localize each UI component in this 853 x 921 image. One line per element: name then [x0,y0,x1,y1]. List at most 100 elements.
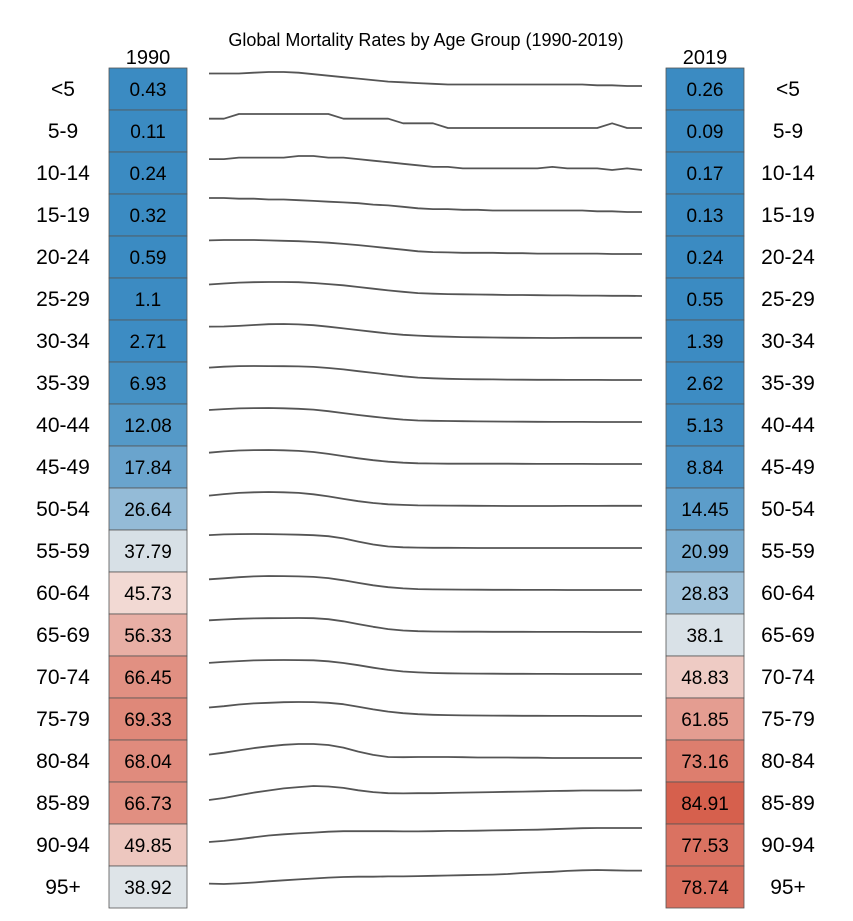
value-1990: 45.73 [124,584,172,605]
age-label-right: 50-54 [761,498,815,521]
heatmap-row: 10-14 0.24 0.17 10-14 [36,151,815,195]
age-label-right: 15-19 [761,204,815,227]
trend-sparkline [209,197,642,213]
value-2019: 48.83 [681,668,729,689]
cell-1990 [108,739,188,783]
trend-sparkline [208,239,642,255]
value-2019: 38.1 [687,626,724,647]
value-2019: 0.26 [687,80,724,101]
cell-1990 [108,613,188,657]
cell-2019 [665,655,745,699]
age-label-right: 30-34 [761,330,815,353]
trend-sparkline [208,407,642,423]
age-label-left: 20-24 [36,246,90,269]
heatmap-row: 55-59 37.79 20.99 55-59 [36,529,815,573]
cell-2019 [665,613,745,657]
age-label-right: 25-29 [761,288,815,311]
trend-sparkline [208,449,642,465]
cell-2019 [665,865,745,909]
cell-1990 [108,655,188,699]
age-label-right: 80-84 [761,750,815,773]
value-1990: 0.24 [130,164,167,185]
value-1990: 6.93 [130,374,167,395]
age-label-right: <5 [776,78,800,101]
value-1990: 0.32 [130,206,167,227]
heatmap-row: 35-39 6.93 2.62 35-39 [36,361,815,405]
value-2019: 0.24 [687,248,724,269]
value-2019: 61.85 [681,710,729,731]
age-label-right: 85-89 [761,792,815,815]
trend-sparkline [208,869,642,885]
age-label-right: 55-59 [761,540,815,563]
value-2019: 77.53 [681,836,729,857]
trend-sparkline [208,701,642,717]
heatmap-row: 40-44 12.08 5.13 40-44 [36,403,815,447]
cell-1990 [108,571,188,615]
cell-1990 [108,697,188,741]
age-label-right: 60-64 [761,582,815,605]
cell-2019 [665,571,745,615]
heatmap-row: 80-84 68.04 73.16 80-84 [36,739,815,783]
heatmap-row: 15-19 0.32 0.13 15-19 [36,193,815,237]
trend-sparkline [208,827,642,843]
cell-2019 [665,319,745,363]
cell-2019 [665,445,745,489]
age-label-left: 90-94 [36,834,90,857]
value-2019: 0.13 [687,206,724,227]
cell-2019 [665,151,745,195]
value-1990: 66.45 [124,668,172,689]
chart-title: Global Mortality Rates by Age Group (199… [228,30,623,50]
value-2019: 5.13 [687,416,724,437]
cell-2019 [665,529,745,573]
heatmap-row: 65-69 56.33 38.1 65-69 [36,613,815,657]
age-label-right: 75-79 [761,708,815,731]
value-1990: 0.43 [130,80,167,101]
trend-sparkline [208,617,642,633]
value-2019: 78.74 [681,878,729,899]
age-label-left: 5-9 [48,120,78,143]
heatmap-row: 85-89 66.73 84.91 85-89 [36,781,815,825]
heatmap-row: 95+ 38.92 78.74 95+ [45,865,806,909]
right-year-label: 2019 [683,47,728,69]
age-label-left: 75-79 [36,708,90,731]
cell-2019 [665,277,745,321]
age-label-right: 95+ [770,876,806,899]
value-1990: 0.59 [130,248,167,269]
trend-sparkline [208,323,642,339]
age-label-right: 70-74 [761,666,815,689]
value-1990: 2.71 [130,332,167,353]
value-2019: 0.55 [687,290,724,311]
heatmap-rows: <5 0.43 0.26 <55-9 0.11 0.09 5-910-14 0.24 0.17 1… [36,67,815,909]
trend-sparkline [208,575,642,591]
value-2019: 84.91 [681,794,729,815]
cell-1990 [108,361,188,405]
age-label-left: 50-54 [36,498,90,521]
cell-1990 [108,67,188,111]
heatmap-row: <5 0.43 0.26 <5 [51,67,800,111]
value-2019: 0.09 [687,122,724,143]
trend-sparkline [208,533,642,549]
trend-sparkline [208,785,643,801]
cell-2019 [665,403,745,447]
value-2019: 73.16 [681,752,729,773]
cell-2019 [665,487,745,531]
value-2019: 28.83 [681,584,729,605]
cell-2019 [665,67,745,111]
age-label-left: 95+ [45,876,81,899]
value-2019: 1.39 [687,332,724,353]
cell-2019 [665,781,745,825]
age-label-right: 45-49 [761,456,815,479]
value-2019: 2.62 [687,374,724,395]
age-label-right: 10-14 [761,162,815,185]
heatmap-row: 60-64 45.73 28.83 60-64 [36,571,815,615]
value-1990: 0.11 [130,122,166,143]
age-label-left: 40-44 [36,414,90,437]
cell-1990 [108,487,188,531]
trend-sparkline [208,365,642,381]
heatmap-row: 45-49 17.84 8.84 45-49 [36,445,815,489]
cell-2019 [665,235,745,279]
age-label-left: 60-64 [36,582,90,605]
value-1990: 56.33 [124,626,172,647]
value-1990: 1.1 [135,290,161,311]
